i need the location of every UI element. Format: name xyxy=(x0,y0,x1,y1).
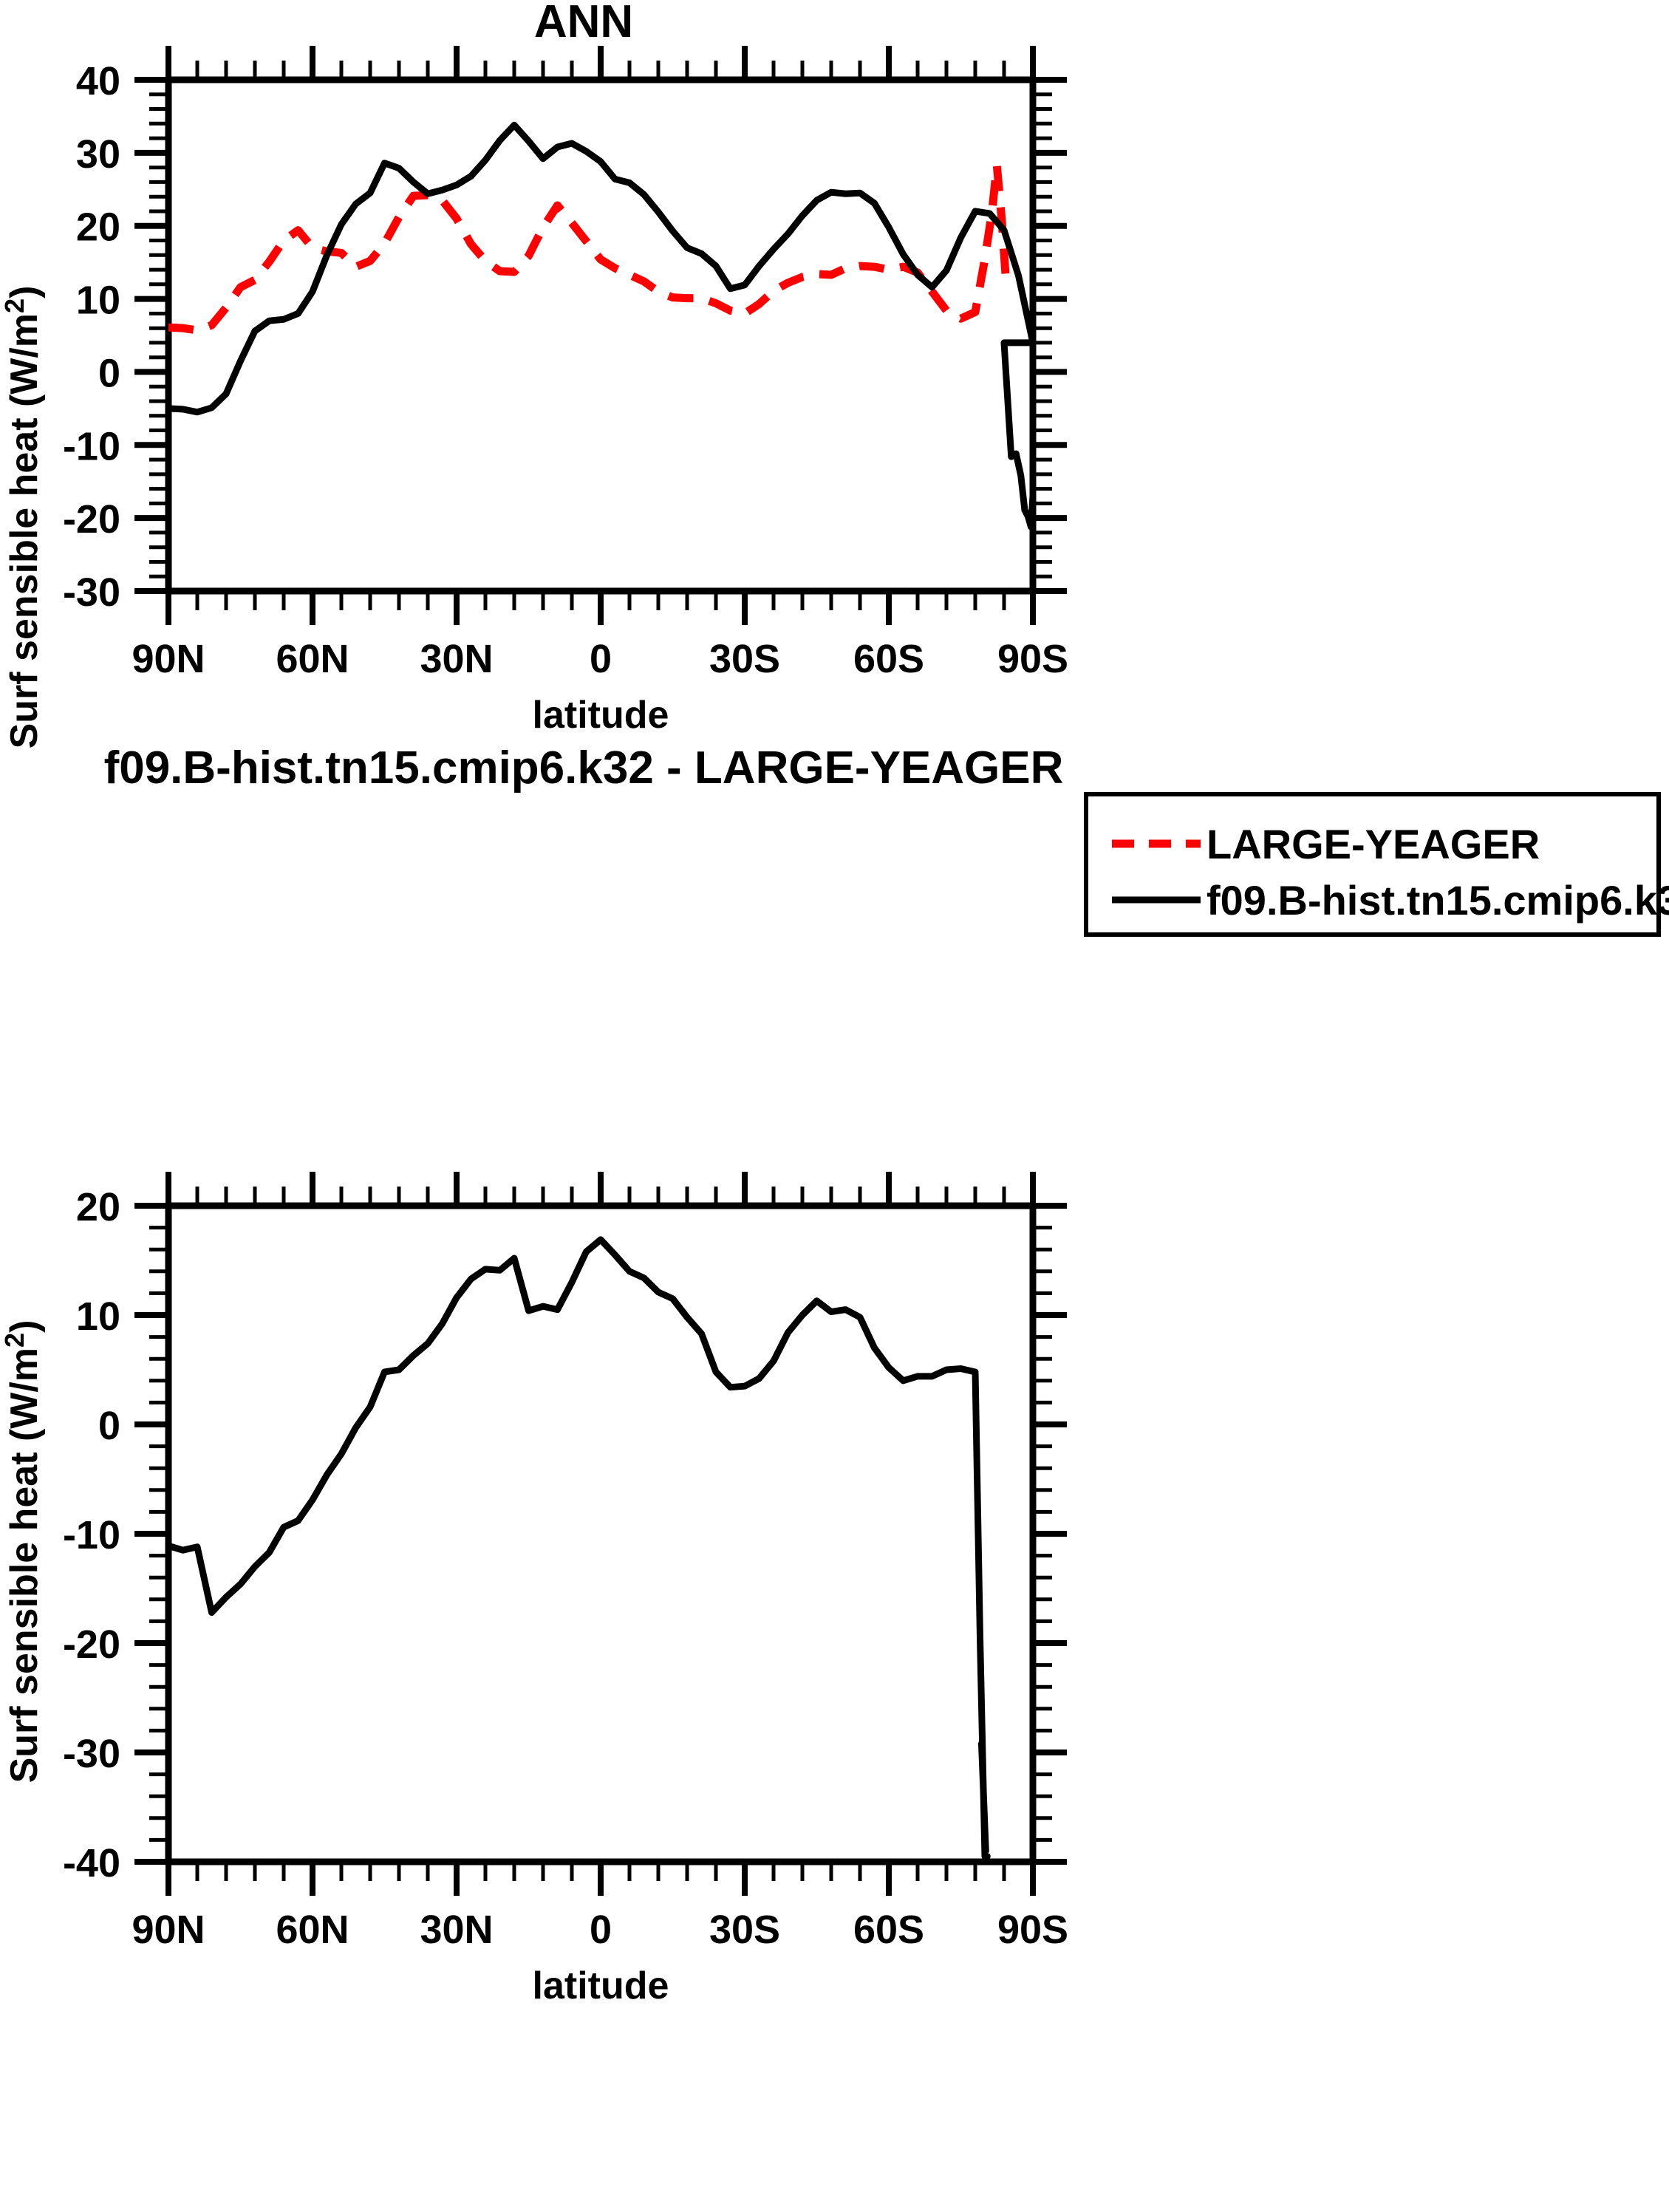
top-ylabel: Surf sensible heat (W/m2) xyxy=(0,286,46,749)
top-ytick-label: 20 xyxy=(76,205,120,250)
top-plot-lines xyxy=(165,121,1037,530)
bottom-plot-lines xyxy=(165,1236,991,1860)
bottom-xtick-label: 30N xyxy=(420,1908,493,1952)
bottom-ylabel-group: Surf sensible heat (W/m2) xyxy=(0,1320,46,1783)
bottom-xtick-label: 60N xyxy=(276,1908,349,1952)
bottom-xtick-label: 30S xyxy=(709,1908,780,1952)
top-xtick-label: 90N xyxy=(132,637,205,681)
bottom-ytick-label: -20 xyxy=(63,1622,120,1667)
series-line-model xyxy=(165,121,1037,530)
bottom-xtick-labels: 90N 60N 30N 0 30S 60S 90S xyxy=(132,1908,1068,1952)
series-line-large-yeager xyxy=(168,161,1011,335)
top-panel-title: ANN xyxy=(534,0,633,47)
bottom-ytick-label: -30 xyxy=(63,1732,120,1776)
legend-frame xyxy=(1084,792,1661,937)
top-xticks-major xyxy=(165,46,1036,625)
panel-bottom: f09.B-hist.tn15.cmip6.k32 - LARGE-YEAGER… xyxy=(0,743,1068,2007)
top-xlabel: latitude xyxy=(533,694,669,737)
top-xtick-label: 30S xyxy=(709,637,780,681)
bottom-ytick-label: 20 xyxy=(76,1185,120,1229)
bottom-xticks-major xyxy=(165,1172,1036,1896)
top-ytick-label: -30 xyxy=(63,570,120,615)
top-ytick-label: 10 xyxy=(76,279,120,323)
bottom-xlabel: latitude xyxy=(533,1964,669,2007)
bottom-ytick-label: -40 xyxy=(63,1841,120,1885)
legend-label-model[interactable]: f09.B-hist.tn15.cmip6.k32 xyxy=(1206,877,1669,924)
series-line-difference xyxy=(165,1236,991,1860)
bottom-yticks-minor xyxy=(149,1226,1052,1842)
bottom-xtick-label: 90N xyxy=(132,1908,205,1952)
bottom-xtick-label: 60S xyxy=(853,1908,924,1952)
bottom-xticks-minor xyxy=(195,1187,1006,1881)
bottom-ytick-label: 10 xyxy=(76,1294,120,1339)
top-yticks-minor xyxy=(149,92,1052,578)
top-ytick-label: -10 xyxy=(63,424,120,468)
panel-top: ANN Surf sensible heat (W/m2) xyxy=(0,0,1068,748)
top-xtick-label: 60S xyxy=(853,637,924,681)
bottom-panel-title: f09.B-hist.tn15.cmip6.k32 - LARGE-YEAGER xyxy=(104,743,1064,793)
top-xtick-labels: 90N 60N 30N 0 30S 60S 90S xyxy=(132,637,1068,681)
bottom-ylabel: Surf sensible heat (W/m2) xyxy=(0,1320,46,1783)
bottom-xtick-label: 90S xyxy=(997,1908,1068,1952)
bottom-ytick-label: 0 xyxy=(98,1404,120,1448)
bottom-xtick-label: 0 xyxy=(590,1908,612,1952)
top-yticks-major xyxy=(134,77,1067,594)
top-ytick-label: -20 xyxy=(63,497,120,542)
bottom-ytick-labels: 20 10 0 -10 -20 -30 -40 xyxy=(63,1185,120,1885)
top-xtick-label: 60N xyxy=(276,637,349,681)
legend-label-large-yeager[interactable]: LARGE-YEAGER xyxy=(1206,821,1540,867)
top-xticks-minor xyxy=(195,61,1006,610)
top-ytick-label: 40 xyxy=(76,59,120,103)
bottom-ytick-label: -10 xyxy=(63,1513,120,1557)
legend-box[interactable]: LARGE-YEAGER f09.B-hist.tn15.cmip6.k32 xyxy=(1084,792,1669,937)
top-ytick-label: 30 xyxy=(76,132,120,177)
top-xtick-label: 0 xyxy=(590,637,612,681)
bottom-yticks-major xyxy=(134,1203,1067,1865)
top-ylabel-group: Surf sensible heat (W/m2) xyxy=(0,286,46,749)
top-ytick-label: 0 xyxy=(98,351,120,395)
top-xtick-label: 90S xyxy=(997,637,1068,681)
top-ytick-labels: 40 30 20 10 0 -10 -20 -30 xyxy=(63,59,120,615)
top-xtick-label: 30N xyxy=(420,637,493,681)
